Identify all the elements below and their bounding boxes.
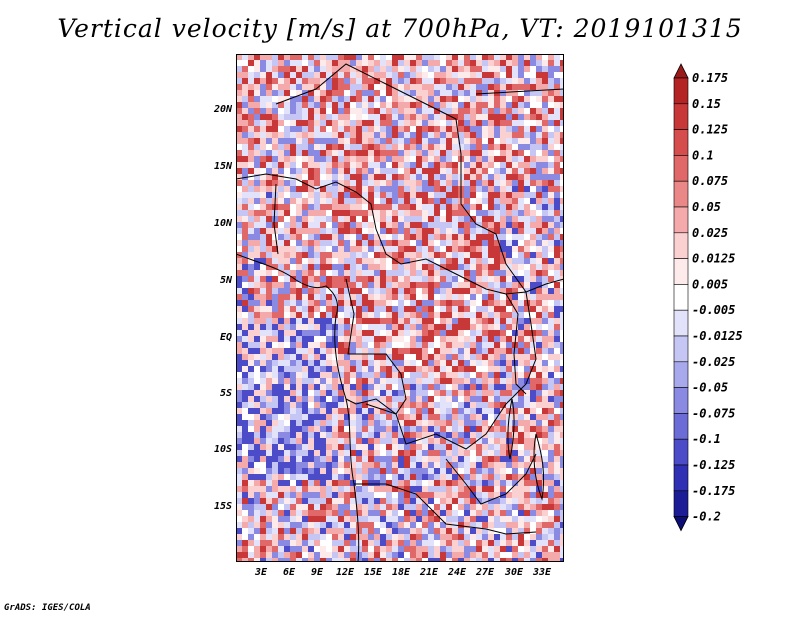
colorbar-box (673, 232, 689, 259)
border-drc (395, 291, 537, 450)
colorbar-box (673, 129, 689, 156)
colorbar-boxes (673, 63, 689, 532)
lon-tick-label: 27E (476, 567, 495, 578)
colorbar-box (673, 464, 689, 492)
lon-tick-label: 12E (336, 567, 355, 578)
lake-tanganyika (507, 398, 515, 460)
colorbar-box (673, 309, 689, 337)
lon-tick-label: 3E (255, 567, 268, 578)
lat-tick-label: 15S (213, 501, 232, 512)
colorbar-level-label: 0.0125 (692, 252, 735, 266)
lat-tick-label: 10N (213, 218, 232, 229)
lon-tick-label: 30E (505, 567, 524, 578)
lat-tick-label: 15N (213, 161, 232, 172)
lon-tick-label: 6E (283, 567, 296, 578)
border-egypt (475, 88, 564, 95)
colorbar-labels: 0.175 0.15 0.125 0.1 0.075 0.05 0.025 0.0125 0.0… (692, 71, 743, 524)
lon-tick-label: 15E (364, 567, 383, 578)
lake-malawi (533, 433, 545, 501)
border-lakes (505, 293, 527, 395)
border-cabinda (345, 398, 397, 415)
colorbar-box (673, 103, 689, 130)
border-nigeria (273, 183, 279, 255)
colorbar-level-label: -0.05 (692, 381, 728, 395)
border-angola (354, 483, 537, 535)
map-frame (236, 54, 564, 562)
border-sahara (275, 63, 462, 204)
colorbar-box (673, 155, 689, 182)
lon-tick-label: 18E (392, 567, 411, 578)
lat-tick-label: 5N (219, 275, 232, 286)
colorbar-level-label: -0.1 (692, 432, 721, 446)
lat-tick-label: EQ (219, 332, 232, 343)
country-borders (236, 63, 564, 562)
lat-tick-label: 10S (213, 444, 232, 455)
colorbar-level-label: -0.125 (692, 458, 735, 472)
lat-tick-label: 20N (213, 104, 232, 115)
lat-tick-label: 5S (219, 388, 232, 399)
colorbar-level-label: 0.005 (692, 277, 728, 291)
colorbar-box (673, 284, 689, 311)
lon-tick-label: 21E (420, 567, 439, 578)
colorbar-box (673, 361, 689, 388)
colorbar-level-label: -0.175 (692, 484, 735, 498)
colorbar-level-label: 0.175 (692, 71, 728, 85)
vertical-velocity-map (236, 54, 564, 562)
border-zambia (445, 453, 537, 505)
border-sudan (460, 203, 564, 293)
colorbar-arrow-bottom (673, 516, 689, 532)
velocity-field (236, 54, 564, 562)
chart-title: Vertical velocity [m/s] at 700hPa, VT: 2… (57, 14, 743, 43)
colorbar: 0.175 0.15 0.125 0.1 0.075 0.05 0.025 0.0125 0.0… (673, 63, 743, 532)
colorbar-level-label: 0.15 (692, 97, 721, 111)
colorbar-box (673, 206, 689, 234)
colorbar-level-label: -0.025 (692, 355, 735, 369)
colorbar-box (673, 77, 689, 105)
colorbar-box (673, 438, 689, 466)
colorbar-box (673, 413, 689, 440)
colorbar-box (673, 490, 689, 517)
colorbar-level-label: 0.05 (692, 200, 721, 214)
lon-tick-label: 9E (311, 567, 324, 578)
colorbar-level-label: -0.005 (692, 303, 735, 317)
colorbar-level-label: -0.075 (692, 406, 735, 420)
colorbar-level-label: 0.025 (692, 226, 728, 240)
colorbar-box (673, 387, 689, 414)
colorbar-box (673, 258, 689, 285)
colorbar-box (673, 335, 689, 363)
footer-credit: GrADS: IGES/COLA (4, 603, 91, 613)
colorbar-arrow-top (673, 63, 689, 79)
colorbar-level-label: 0.125 (692, 123, 728, 137)
border-congo (345, 278, 407, 415)
colorbar-level-label: 0.1 (692, 148, 714, 162)
border-car (375, 228, 527, 295)
lon-tick-label: 33E (533, 567, 552, 578)
lon-tick-label: 24E (448, 567, 467, 578)
map-panel (236, 54, 564, 562)
border-sahel (236, 173, 377, 230)
colorbar-level-label: -0.2 (692, 510, 721, 524)
colorbar-level-label: -0.0125 (692, 329, 743, 343)
colorbar-level-label: 0.075 (692, 174, 728, 188)
colorbar-box (673, 180, 689, 208)
